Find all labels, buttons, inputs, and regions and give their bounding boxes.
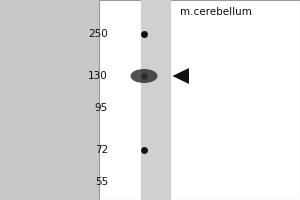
Ellipse shape — [130, 69, 158, 83]
Text: m.cerebellum: m.cerebellum — [180, 7, 252, 17]
Text: 55: 55 — [95, 177, 108, 187]
Bar — [99, 0, 300, 200]
Text: 130: 130 — [88, 71, 108, 81]
Bar — [141, 0, 171, 200]
Polygon shape — [172, 68, 189, 84]
Text: 72: 72 — [95, 145, 108, 155]
Text: 95: 95 — [95, 103, 108, 113]
Text: 250: 250 — [88, 29, 108, 39]
